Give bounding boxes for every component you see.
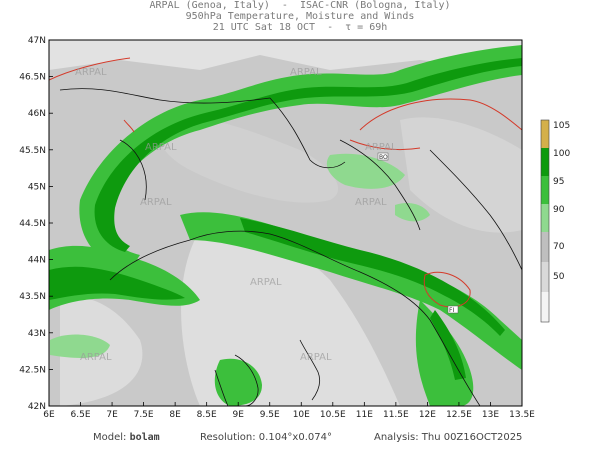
color-legend: 105 100 95 90 70 50: [540, 119, 570, 323]
watermark-text: ARPAL: [355, 197, 387, 208]
legend-swatch: [541, 292, 549, 322]
longitude-tick-label: 9.5E: [260, 410, 280, 420]
latitude-tick-label: 42.5N: [19, 365, 46, 375]
model-info: Model: bolam: [93, 432, 160, 443]
svg-text:BO: BO: [379, 154, 388, 161]
resolution-info: Resolution: 0.104°x0.074°: [200, 432, 332, 443]
header-line-2: 950hPa Temperature, Moisture and Winds: [185, 11, 415, 22]
analysis-info: Analysis: Thu 00Z16OCT2025: [374, 432, 523, 443]
longitude-tick-label: 11E: [356, 410, 373, 420]
latitude-tick-label: 42N: [28, 402, 46, 412]
watermark-text: ARPAL: [365, 142, 397, 153]
watermark-text: ARPAL: [80, 352, 112, 363]
header-line-3: 21 UTC Sat 18 OCT - τ = 69h: [212, 22, 388, 33]
watermark-text: ARPAL: [145, 142, 177, 153]
watermark-text: ARPAL: [250, 277, 282, 288]
latitude-tick-label: 45N: [28, 182, 46, 192]
watermark-text: ARPAL: [290, 67, 322, 78]
model-value: bolam: [129, 432, 160, 443]
longitude-tick-label: 8E: [169, 410, 181, 420]
longitude-axis: 6E 6.5E 7E 7.5E 8E 8.5E 9E 9.5E 10E 10.5E 11E 11.5E…: [43, 402, 535, 420]
longitude-tick-label: 8.5E: [197, 410, 217, 420]
longitude-tick-label: 6.5E: [71, 410, 91, 420]
longitude-tick-label: 9E: [232, 410, 244, 420]
model-label: Model:: [93, 432, 127, 443]
watermark-text: ARPAL: [300, 352, 332, 363]
longitude-tick-label: 11.5E: [383, 410, 409, 420]
longitude-tick-label: 12.5E: [446, 410, 472, 420]
longitude-tick-label: 12E: [419, 410, 436, 420]
legend-swatch: [541, 120, 549, 148]
latitude-tick-label: 43.5N: [19, 292, 46, 302]
latitude-tick-label: 47N: [28, 36, 46, 46]
latitude-axis: 47N 46.5N 46N 45.5N 45N 44.5N 44N 43.5N 43N 42.5N…: [19, 36, 53, 412]
latitude-tick-label: 43N: [28, 329, 46, 339]
latitude-tick-label: 45.5N: [19, 146, 46, 156]
city-marker: BO: [377, 152, 389, 161]
legend-label: 105: [553, 121, 570, 131]
legend-swatch: [541, 148, 549, 176]
longitude-tick-label: 13.5E: [509, 410, 535, 420]
legend-label: 50: [553, 272, 565, 282]
map-plot-area: ARPAL ARPAL ARPAL ARPAL ARPAL ARPAL ARPA…: [49, 40, 522, 406]
longitude-tick-label: 10.5E: [320, 410, 346, 420]
header-line-1: ARPAL (Genoa, Italy) - ISAC-CNR (Bologna…: [149, 0, 451, 11]
latitude-tick-label: 46.5N: [19, 73, 46, 83]
legend-label: 95: [553, 177, 564, 187]
longitude-tick-label: 13E: [482, 410, 499, 420]
legend-swatch: [541, 232, 549, 262]
city-marker: FI: [447, 305, 459, 314]
legend-swatch: [541, 204, 549, 232]
longitude-tick-label: 6E: [43, 410, 55, 420]
latitude-tick-label: 44.5N: [19, 219, 46, 229]
watermark-text: ARPAL: [140, 197, 172, 208]
longitude-tick-label: 7E: [106, 410, 118, 420]
latitude-tick-label: 46N: [28, 109, 46, 119]
legend-swatch: [541, 176, 549, 204]
latitude-tick-label: 44N: [28, 256, 46, 266]
legend-swatch: [541, 262, 549, 292]
header: ARPAL (Genoa, Italy) - ISAC-CNR (Bologna…: [0, 0, 600, 33]
longitude-tick-label: 10E: [293, 410, 310, 420]
svg-text:FI: FI: [449, 307, 454, 314]
legend-label: 90: [553, 205, 565, 215]
longitude-tick-label: 7.5E: [134, 410, 154, 420]
legend-label: 100: [553, 149, 570, 159]
legend-frame: [540, 119, 550, 323]
watermark-text: ARPAL: [75, 67, 107, 78]
legend-label: 70: [553, 242, 565, 252]
